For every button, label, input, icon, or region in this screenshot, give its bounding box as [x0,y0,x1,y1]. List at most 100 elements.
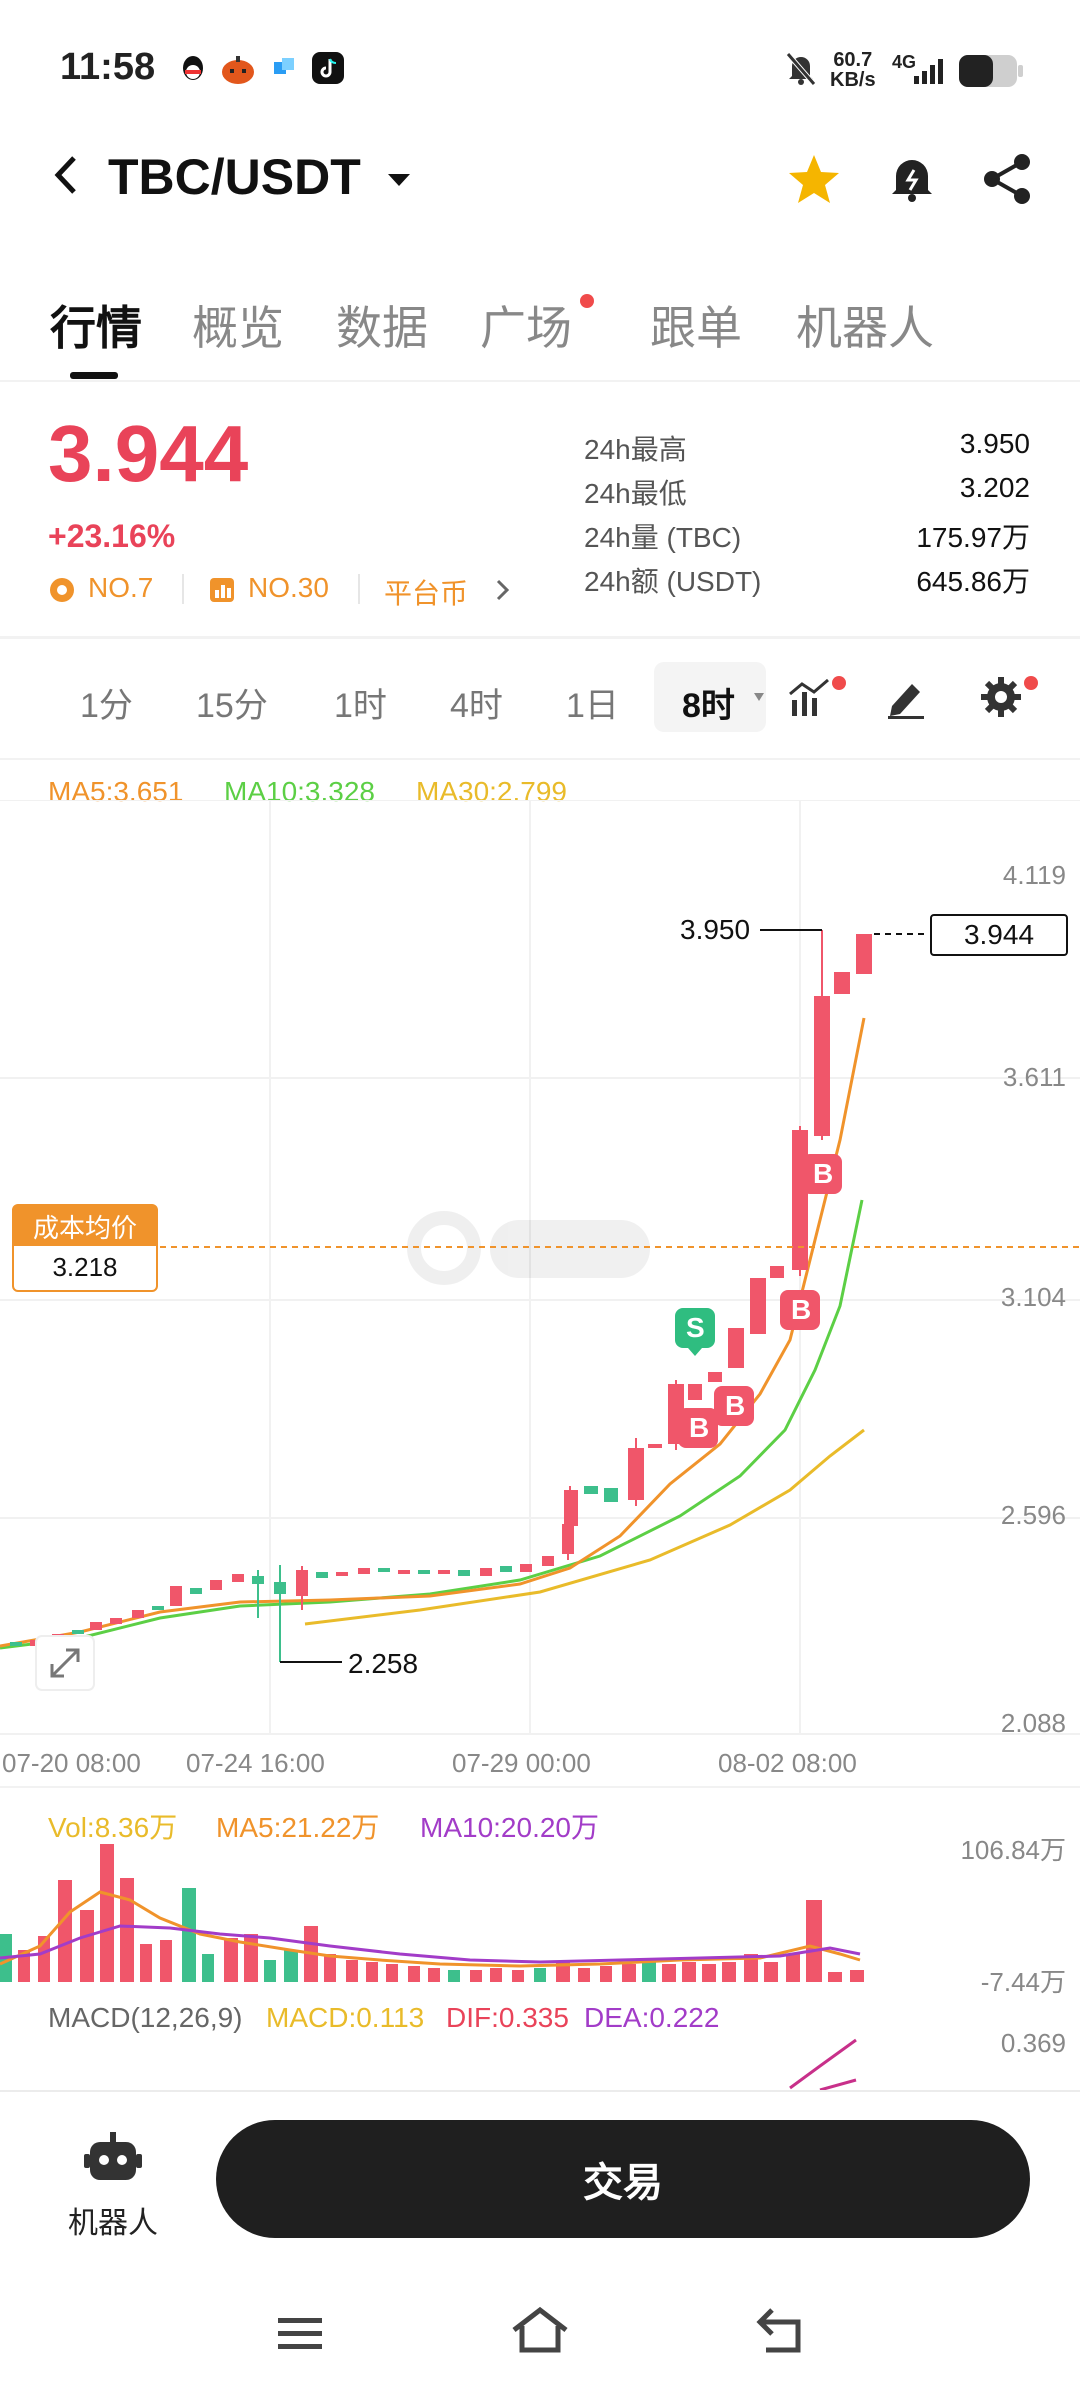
volume-bar [38,1936,50,1982]
candle [398,1570,410,1574]
macd-value: MACD:0.113 [266,2002,425,2033]
macd-dea-line [819,2078,857,2090]
buy-marker[interactable]: B [689,1412,710,1443]
chevron-right-icon[interactable] [494,578,512,607]
draw-pen-icon[interactable] [884,676,928,725]
interval-8h[interactable]: 8时 [682,687,735,725]
pair-title[interactable]: TBC/USDT [108,149,361,205]
candle [834,972,850,994]
y-axis-label: 3.611 [1002,1062,1066,1092]
indicators-icon[interactable] [788,674,838,725]
candle [728,1328,744,1368]
volume-bar [662,1964,676,1982]
candle [770,1266,784,1278]
rank-1[interactable]: NO.7 [88,572,154,603]
volume-bar [324,1954,336,1982]
interval-1h[interactable]: 1时 [334,687,387,725]
candle [458,1570,470,1576]
vol-legend: Vol:8.36万 [48,1812,178,1843]
volume-bar [160,1940,172,1982]
rank-divider [358,574,360,604]
tab-square[interactable]: 广场 [480,302,572,354]
volume-bar [512,1970,524,1982]
nav-menu-icon[interactable] [276,2314,324,2359]
volume-bar [534,1968,546,1982]
signal-icon [912,56,946,91]
stat-low-value: 3.202 [959,472,1030,503]
section-divider [0,636,1080,639]
volume-bar [642,1960,656,1982]
candle [562,1524,574,1554]
cost-average-badge[interactable]: 成本均价 3.218 [12,1204,158,1292]
tiktok-icon [312,52,344,84]
tab-square-notification-dot [580,294,594,308]
candle [358,1568,370,1574]
status-bar: 11:58 60.7 KB/s 4G [0,0,1080,130]
interval-selected-bg [654,662,766,732]
nav-home-icon[interactable] [510,2306,570,2361]
candle [584,1486,598,1494]
volume-bar [578,1968,590,1982]
tab-overview[interactable]: 概览 [192,302,284,354]
expand-chart-icon [35,1635,95,1691]
candle [252,1576,264,1584]
sell-marker[interactable]: S [686,1312,705,1343]
volume-bar [490,1968,502,1982]
tab-bots[interactable]: 机器人 [796,302,934,354]
nav-back-icon[interactable] [754,2306,806,2361]
interval-1m[interactable]: 1分 [80,687,133,725]
candle [232,1574,244,1582]
robot-label[interactable]: 机器人 [68,2207,158,2240]
interval-4h[interactable]: 4时 [450,687,503,725]
candle [750,1278,766,1334]
macd-dif-line [789,2038,857,2090]
candle [296,1570,308,1596]
volume-bar [386,1964,398,1982]
candle [210,1580,222,1590]
cost-average-value: 3.218 [52,1251,118,1282]
category-link[interactable]: 平台币 [384,578,469,609]
indicators-notification-dot [832,676,846,690]
stat-high-label: 24h最高 [584,434,687,465]
settings-notification-dot [1024,676,1038,690]
volume-bar [702,1964,716,1982]
price-alert-bell-icon[interactable] [884,150,940,211]
rank-2[interactable]: NO.30 [248,572,329,603]
share-icon[interactable] [980,152,1036,211]
tab-market[interactable]: 行情 [50,302,142,354]
section-divider [0,1786,1080,1788]
favorite-star-icon[interactable] [786,152,842,211]
volume-bar [408,1966,420,1982]
vol-ma10-legend: MA10:20.20万 [420,1812,599,1843]
candle [190,1588,202,1594]
vol-axis-min: -7.44万 [980,1967,1066,1997]
interval-15m[interactable]: 15分 [196,687,268,725]
tab-data[interactable]: 数据 [336,302,428,354]
volume-bars [0,1844,864,1982]
candle [170,1586,182,1606]
interval-1d[interactable]: 1日 [566,687,619,725]
candles [10,930,872,1662]
trade-markers [675,1154,842,1448]
volume-bar [828,1972,842,1982]
candle [500,1566,512,1572]
candle [648,1444,662,1448]
trade-button[interactable]: 交易 [216,2120,1030,2238]
candle [438,1570,450,1574]
interval-dropdown-icon[interactable] [752,690,766,709]
candlestick-chart[interactable] [0,800,1080,1780]
pair-dropdown-icon[interactable] [386,166,412,197]
back-button[interactable] [48,150,84,212]
chart-settings-gear-icon[interactable] [978,674,1024,725]
ma10-legend: MA10:3.328 [224,776,375,807]
buy-marker[interactable]: B [725,1390,746,1421]
robot-icon[interactable] [84,2130,142,2189]
battery-icon [958,54,1024,93]
mute-bell-icon [784,50,818,93]
tab-copy-trading[interactable]: 跟单 [650,302,742,354]
stat-turnover-value: 645.86万 [916,566,1030,597]
buy-marker[interactable]: B [813,1158,834,1189]
status-time: 11:58 [60,46,156,88]
volume-bar [80,1910,94,1982]
buy-marker[interactable]: B [791,1294,812,1325]
